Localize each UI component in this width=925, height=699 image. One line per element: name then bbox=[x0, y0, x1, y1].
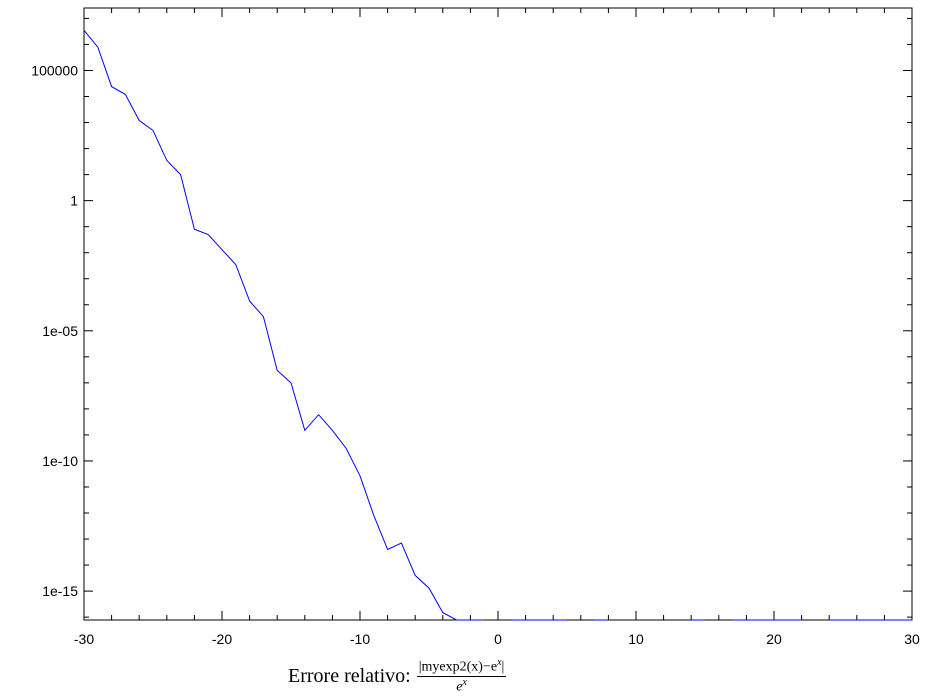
plot-frame bbox=[83, 7, 913, 621]
x-tick-label: -10 bbox=[350, 631, 370, 647]
x-tick-label: -20 bbox=[212, 631, 232, 647]
fraction-denominator: ex bbox=[456, 677, 467, 695]
series-line-segment bbox=[83, 29, 485, 621]
x-axis-label-prefix: Errore relativo: bbox=[288, 665, 411, 687]
x-tick-label: -30 bbox=[74, 631, 94, 647]
x-tick-label: 0 bbox=[494, 631, 502, 647]
x-tick-label: 10 bbox=[628, 631, 644, 647]
y-tick-label: 1e-05 bbox=[42, 323, 78, 339]
fraction-numerator: |myexp2(x)−ex| bbox=[416, 657, 507, 677]
y-tick-label: 1 bbox=[70, 193, 78, 209]
y-tick-label: 100000 bbox=[31, 62, 78, 78]
plot-area: -30 -20 -10 0 10 20 30 1e-15 1e-10 1e-05 1 100000 bbox=[31, 7, 920, 647]
error-formula-fraction: |myexp2(x)−ex| ex bbox=[416, 657, 507, 696]
x-tick-label: 30 bbox=[904, 631, 920, 647]
x-tick-label: 20 bbox=[766, 631, 782, 647]
y-tick-label: 1e-15 bbox=[42, 583, 78, 599]
y-tick-label: 1e-10 bbox=[42, 453, 78, 469]
x-axis-label: Errore relativo: |myexp2(x)−ex| ex bbox=[288, 654, 507, 699]
